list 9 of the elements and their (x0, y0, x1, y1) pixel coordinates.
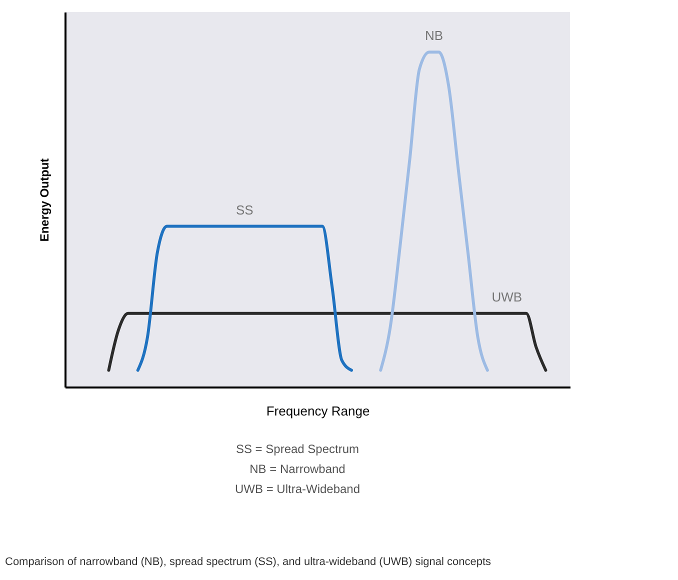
x-axis-title: Frequency Range (266, 404, 370, 418)
text: UWB = Ultra-Wideband (234, 482, 360, 496)
text: NB = Narrowband (250, 462, 346, 476)
series-label: SS (236, 202, 254, 218)
series-label: NB (425, 28, 444, 44)
text: Comparison of narrowband (NB), spread spectrum (SS), and ultra-wideband (UWB) signal concepts (5, 556, 492, 568)
text: SS = Spread Spectrum (236, 442, 360, 456)
y-axis-title: Energy Output (38, 158, 52, 242)
series-label: UWB (492, 289, 522, 304)
